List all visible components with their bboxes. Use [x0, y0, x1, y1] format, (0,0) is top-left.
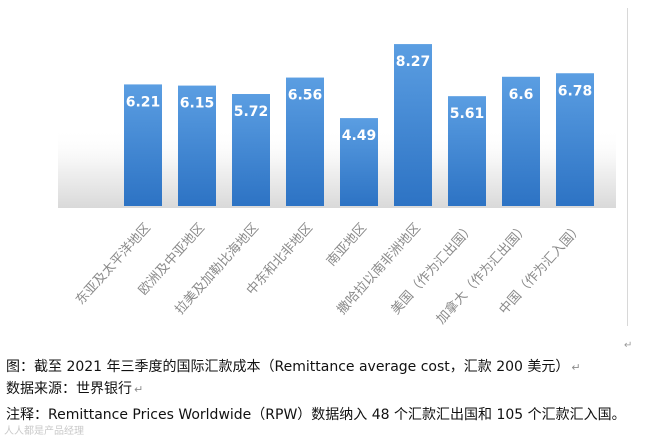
data-source: 数据来源：世界银行 ↵: [6, 380, 143, 399]
data-label: 6.56: [288, 88, 323, 104]
bar: [394, 44, 432, 206]
data-label: 4.49: [342, 128, 377, 144]
caption-text: 图：截至 2021 年三季度的国际汇款成本（Remittance average…: [6, 359, 570, 375]
chart-frame: 6.21 6.15 5.72 6.56 4.49 8.27 5.61 6.6 6.78 东亚及太…: [38, 8, 628, 326]
figure-caption: 图：截至 2021 年三季度的国际汇款成本（Remittance average…: [6, 358, 581, 377]
note: 注释：Remittance Prices Worldwide（RPW）数据纳入 …: [6, 406, 626, 424]
data-label: 6.21: [126, 94, 161, 110]
data-label: 5.61: [450, 106, 485, 122]
bar: [448, 96, 486, 206]
category-tick-label: 南亚地区: [323, 220, 370, 269]
frame-paragraph-mark: ↵: [624, 340, 633, 351]
data-label: 6.15: [180, 96, 215, 112]
bar: [286, 77, 324, 206]
paragraph-mark: ↵: [134, 383, 144, 396]
note-text: 注释：Remittance Prices Worldwide（RPW）数据纳入 …: [6, 407, 626, 423]
source-text: 数据来源：世界银行: [6, 381, 132, 397]
bar: [124, 84, 162, 206]
bar: [556, 73, 594, 207]
paragraph-mark: ↵: [571, 361, 581, 374]
bar-chart: 6.21 6.15 5.72 6.56 4.49 8.27 5.61 6.6 6.78 东亚及太…: [58, 44, 616, 326]
data-labels-layer: 6.21 6.15 5.72 6.56 4.49 8.27 5.61 6.6 6.78: [126, 54, 593, 144]
data-label: 6.78: [558, 83, 593, 99]
category-tick-label: 加拿大（作为汇出国）: [433, 220, 532, 326]
watermark: 人人都是产品经理: [4, 426, 84, 437]
bar: [502, 76, 540, 206]
bars-layer: [124, 44, 594, 207]
bar: [340, 118, 378, 206]
data-label: 5.72: [234, 104, 269, 120]
data-label: 8.27: [396, 54, 431, 70]
data-label: 6.6: [509, 87, 534, 103]
bar: [232, 94, 270, 206]
bar: [178, 85, 216, 206]
